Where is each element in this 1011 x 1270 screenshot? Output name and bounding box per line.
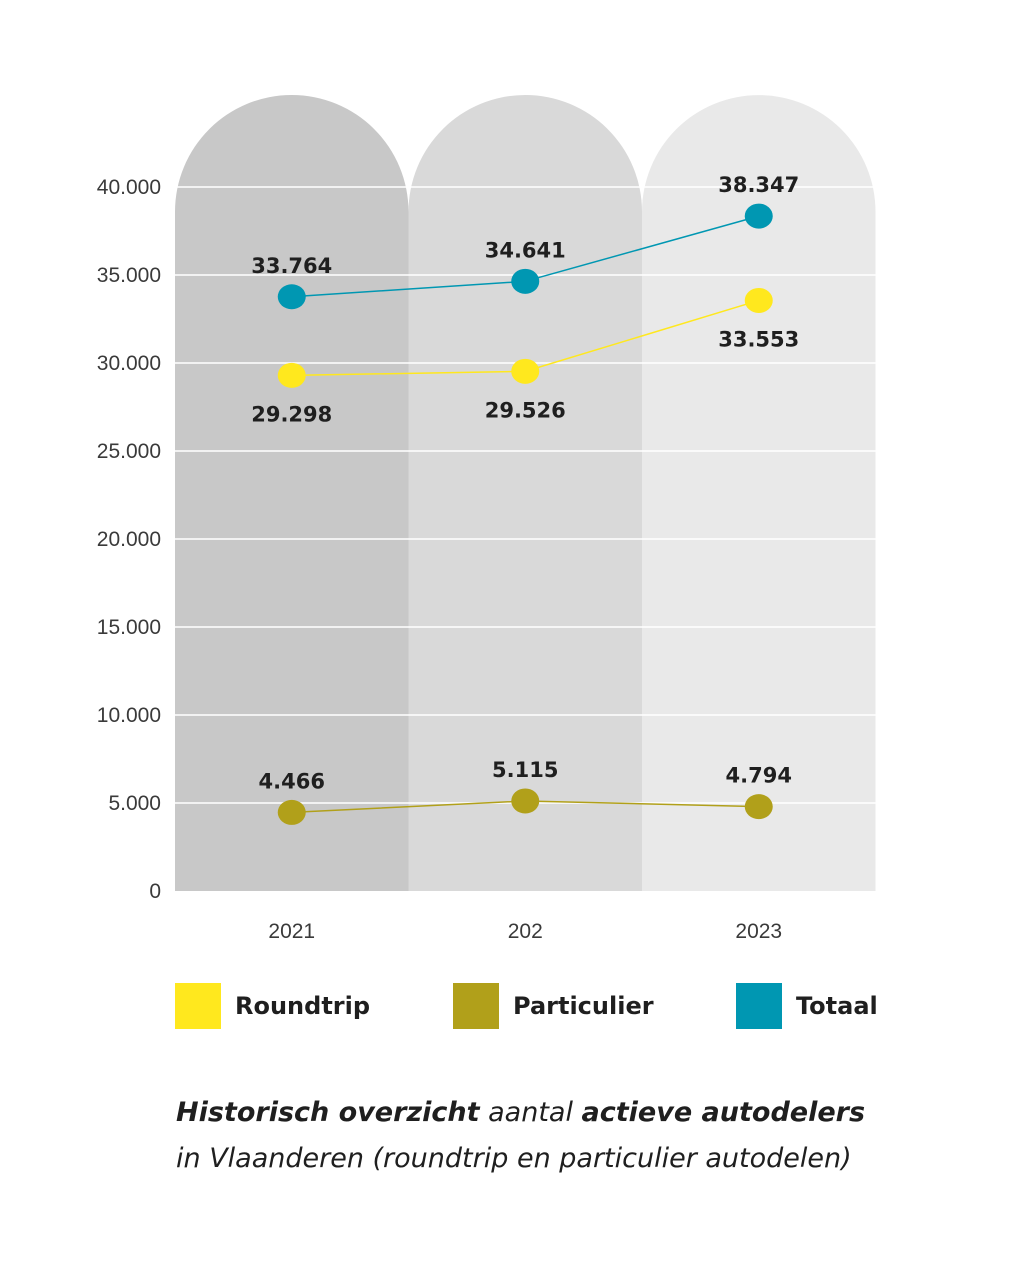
- data-point-totaal: [744, 203, 773, 229]
- data-label-roundtrip: 33.553: [718, 327, 799, 351]
- data-point-roundtrip: [744, 287, 773, 313]
- data-point-totaal: [511, 268, 540, 294]
- caption-line-1: Historisch overzicht aantal actieve auto…: [176, 1090, 976, 1136]
- line-chart: 0 5.000 10.000 15.000 20.000 25.000 30.000 35.0…: [97, 95, 876, 943]
- x-tick-label: 2023: [735, 920, 782, 943]
- legend-label-particulier: Particulier: [513, 992, 654, 1020]
- caption-bold-2: actieve autodelers: [581, 1097, 866, 1128]
- data-label-roundtrip: 29.526: [485, 398, 566, 422]
- legend-swatch-totaal: [736, 983, 782, 1029]
- y-tick-label: 25.000: [97, 440, 161, 463]
- legend-label-totaal: Totaal: [796, 992, 878, 1020]
- y-tick-label: 0: [149, 880, 161, 903]
- column-bg-0: [175, 95, 409, 891]
- y-tick-label: 10.000: [97, 704, 161, 727]
- x-tick-label: 2021: [268, 920, 315, 943]
- legend-label-roundtrip: Roundtrip: [235, 992, 371, 1020]
- data-point-totaal: [277, 284, 306, 310]
- y-tick-label: 20.000: [97, 528, 161, 551]
- y-tick-label: 30.000: [97, 352, 161, 375]
- legend-swatch-roundtrip: [175, 983, 221, 1029]
- y-tick-label: 40.000: [97, 176, 161, 199]
- y-tick-label: 5.000: [108, 792, 161, 815]
- caption-bold-1: Historisch overzicht: [176, 1097, 480, 1128]
- data-label-particulier: 5.115: [492, 758, 558, 782]
- legend-item-roundtrip: Roundtrip: [175, 983, 370, 1029]
- data-point-particulier: [744, 794, 773, 820]
- x-tick-label: 202: [508, 920, 543, 943]
- data-point-particulier: [511, 788, 540, 814]
- column-bg-2: [642, 95, 876, 891]
- caption-line-2: in Vlaanderen (roundtrip en particulier …: [176, 1143, 852, 1174]
- data-point-roundtrip: [511, 358, 540, 384]
- y-tick-label: 35.000: [97, 264, 161, 287]
- data-label-totaal: 33.764: [251, 254, 332, 278]
- data-label-particulier: 4.794: [726, 764, 792, 788]
- legend-swatch-particulier: [453, 983, 499, 1029]
- data-point-particulier: [277, 799, 306, 825]
- legend-item-totaal: Totaal: [736, 983, 878, 1029]
- legend-item-particulier: Particulier: [453, 983, 654, 1029]
- caption-text-1: aantal: [479, 1097, 582, 1128]
- column-bg-1: [408, 95, 642, 891]
- data-label-particulier: 4.466: [259, 769, 325, 793]
- y-tick-label: 15.000: [97, 616, 161, 639]
- data-label-roundtrip: 29.298: [251, 402, 332, 426]
- data-label-totaal: 38.347: [718, 173, 799, 197]
- data-label-totaal: 34.641: [485, 238, 566, 262]
- data-point-roundtrip: [277, 362, 306, 388]
- chart-caption: Historisch overzicht aantal actieve auto…: [176, 1090, 976, 1182]
